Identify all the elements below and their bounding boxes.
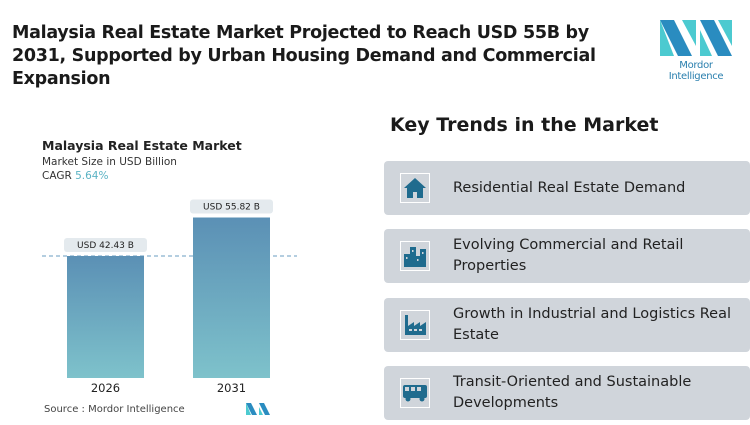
trend-card: Growth in Industrial and Logistics Real … xyxy=(384,298,750,352)
trend-card: Evolving Commercial and Retail Propertie… xyxy=(384,229,750,283)
cagr: CAGR 5.64% xyxy=(42,170,108,182)
cagr-label: CAGR xyxy=(42,170,72,182)
factory-icon xyxy=(400,310,430,340)
data-label: USD 55.82 B xyxy=(203,202,260,212)
bar-chart: USD 42.43 B 2026 USD 55.82 B 2031 xyxy=(42,199,297,395)
data-label-bg xyxy=(190,199,273,214)
trend-card: Transit-Oriented and Sustainable Develop… xyxy=(384,366,750,420)
x-tick-label: 2031 xyxy=(217,381,246,395)
chart-subtitle: Market Size in USD Billion xyxy=(42,156,177,168)
key-trends-heading: Key Trends in the Market xyxy=(390,114,659,136)
bus-icon xyxy=(400,378,430,408)
trend-label: Transit-Oriented and Sustainable Develop… xyxy=(453,374,692,411)
x-tick-label: 2026 xyxy=(91,381,120,395)
cagr-value: 5.64% xyxy=(75,170,109,182)
bar-2031 xyxy=(193,217,270,378)
trend-card: Residential Real Estate Demand xyxy=(384,161,750,215)
source-logo-icon xyxy=(246,403,270,415)
trend-label: Growth in Industrial and Logistics Real … xyxy=(453,306,732,343)
trend-label: Evolving Commercial and Retail Propertie… xyxy=(453,237,684,274)
trend-label: Residential Real Estate Demand xyxy=(453,179,686,196)
mordor-logo: Mordor Intelligence xyxy=(652,16,740,82)
page-title: Malaysia Real Estate Market Projected to… xyxy=(12,23,596,89)
bar-2026 xyxy=(67,256,144,378)
buildings-icon xyxy=(400,241,430,271)
logo-text: Mordor Intelligence xyxy=(668,60,724,82)
data-label-bg xyxy=(64,238,147,252)
logo-mark-icon xyxy=(660,20,732,56)
chart-title: Malaysia Real Estate Market xyxy=(42,138,242,153)
house-icon xyxy=(400,173,430,203)
data-label: USD 42.43 B xyxy=(77,241,134,251)
chart-source: Source : Mordor Intelligence xyxy=(44,404,185,415)
